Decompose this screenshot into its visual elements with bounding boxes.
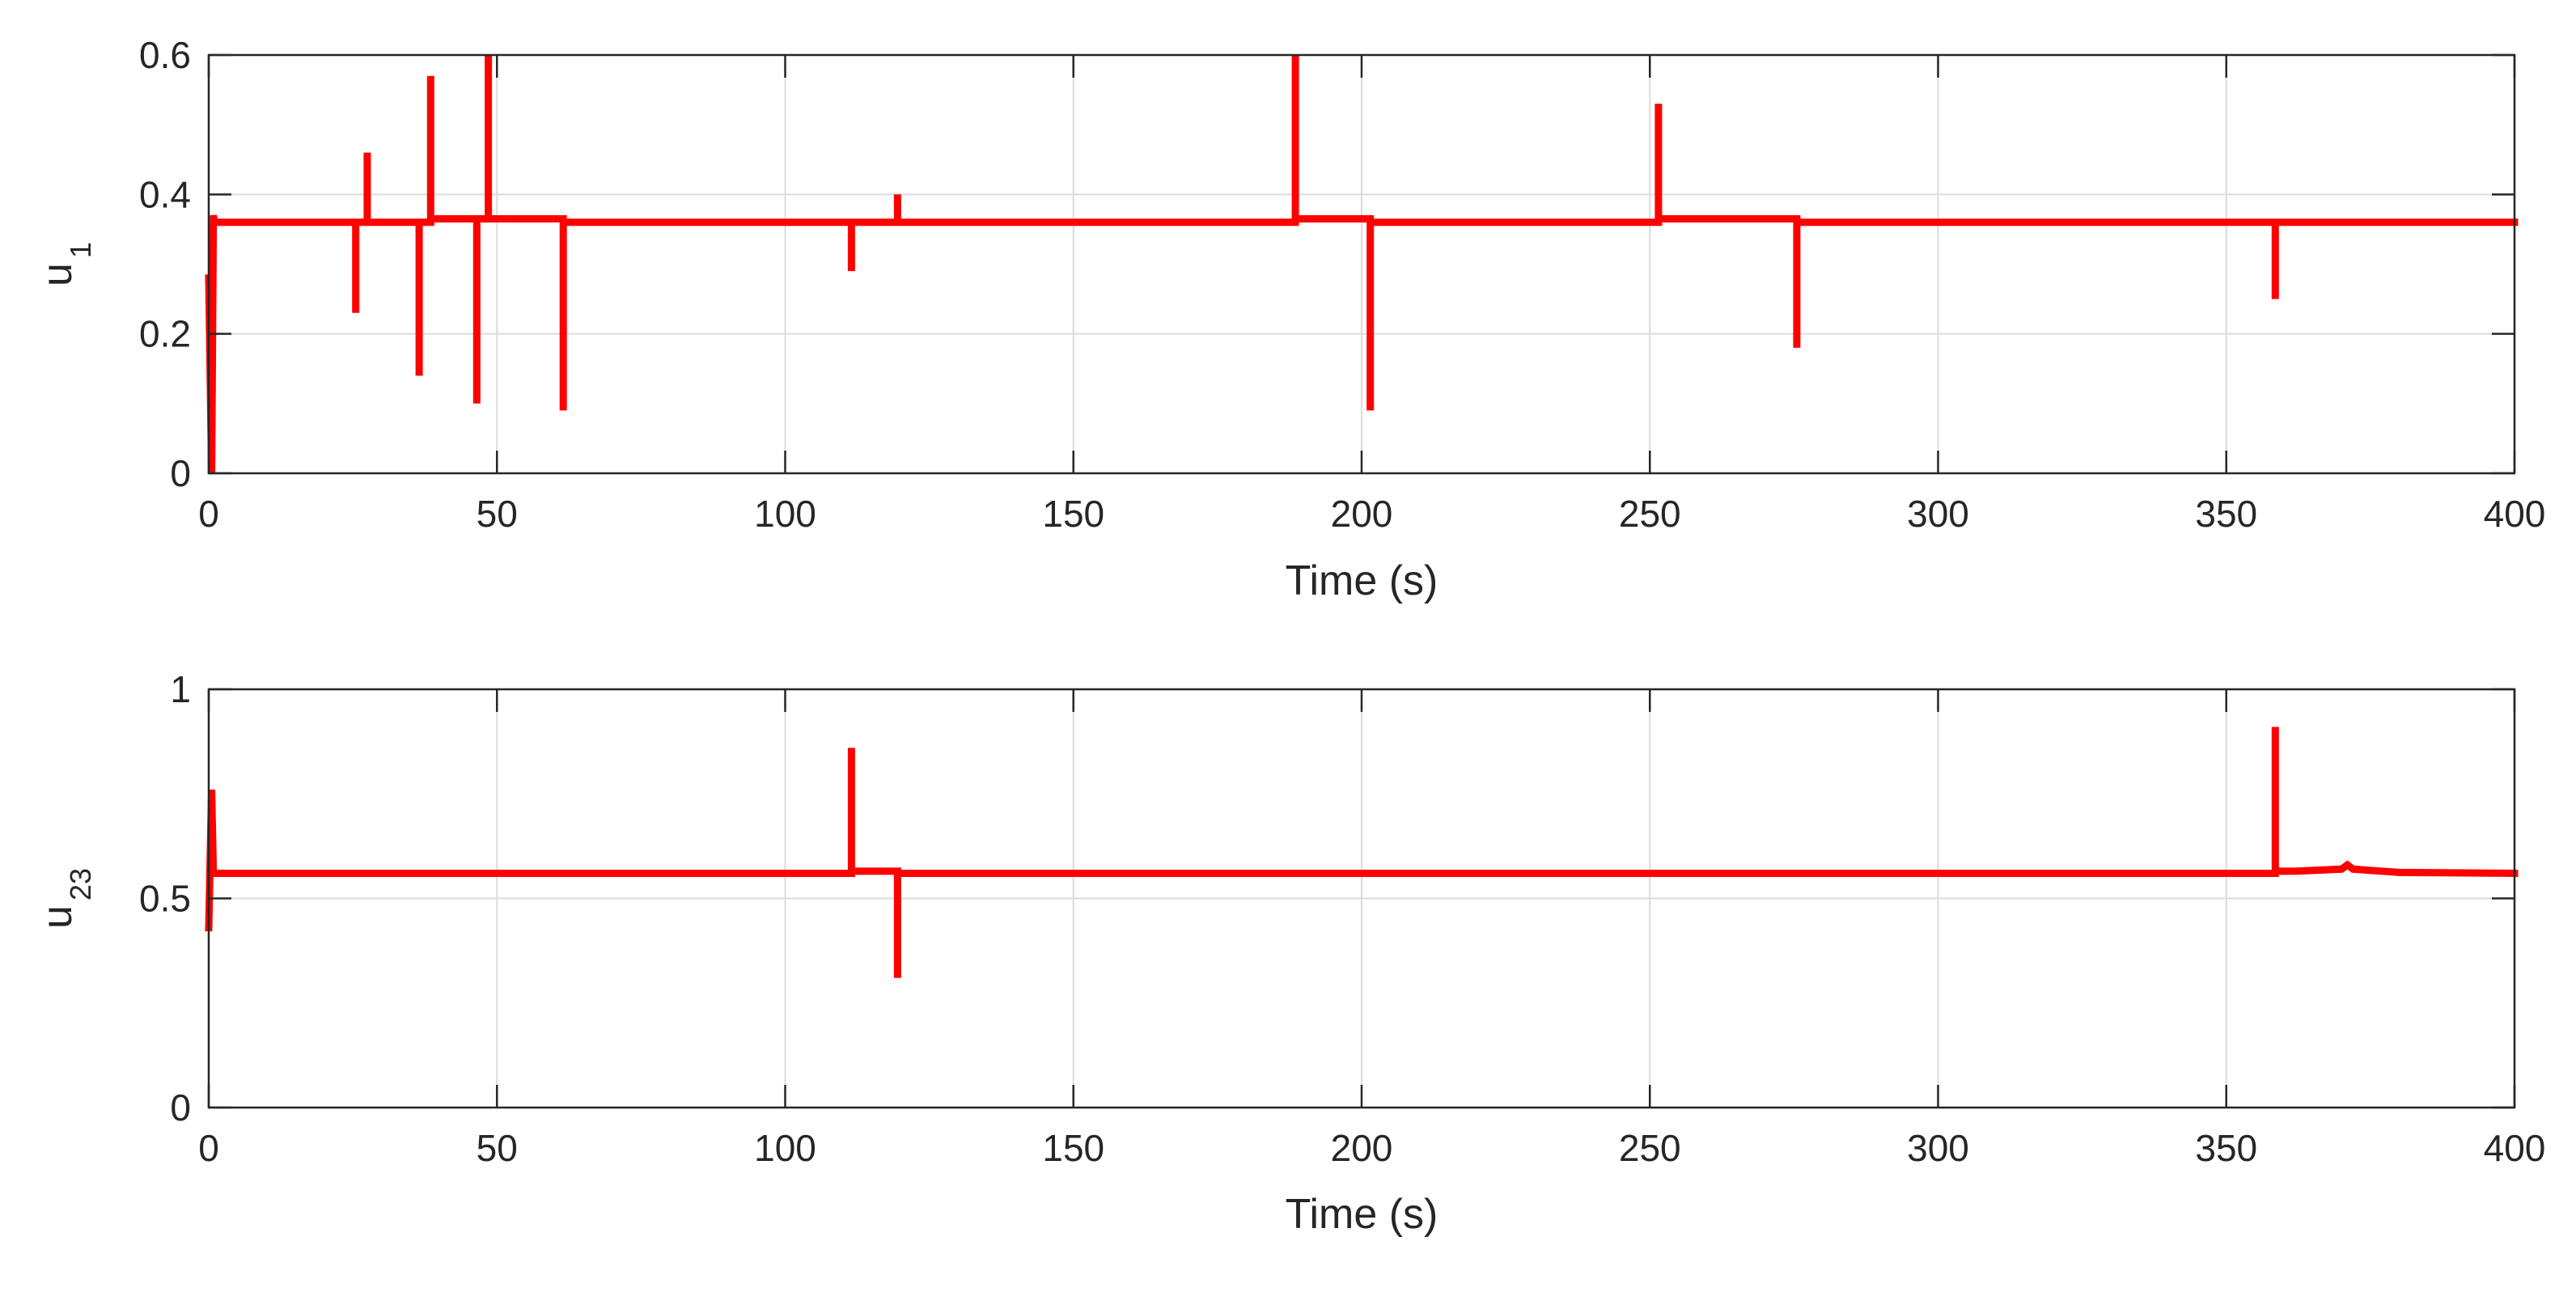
series-line-1	[205, 55, 2519, 474]
x-tick-label: 300	[1907, 493, 1969, 535]
y-tick-label: 0.4	[139, 173, 191, 215]
x-tick-label: 150	[1042, 1127, 1104, 1169]
y-tick-label: 0.5	[139, 878, 191, 920]
y-axis-label-subscript: 23	[64, 868, 97, 900]
x-tick-label: 250	[1619, 1127, 1681, 1169]
x-tick-label: 400	[2484, 1127, 2546, 1169]
x-tick-label: 250	[1619, 493, 1681, 535]
y-axis-label: u1	[34, 242, 97, 286]
x-tick-label: 350	[2195, 1127, 2257, 1169]
y-tick-label: 0.2	[139, 313, 191, 355]
plot-panel-1: 0 50 100 150 200 250 300 350 400 0 0.2 0.4 0.6 Time (…	[34, 34, 2545, 604]
x-tick-label: 350	[2195, 493, 2257, 535]
x-tick-label: 0	[198, 1127, 219, 1169]
x-tick-label: 100	[754, 493, 816, 535]
x-tick-label: 200	[1331, 1127, 1393, 1169]
x-tick-label: 100	[754, 1127, 816, 1169]
plot-panel-2: 0 50 100 150 200 250 300 350 400 0 0.5 1 Time (s) u 23	[34, 668, 2545, 1238]
x-axis-label: Time (s)	[1286, 1191, 1438, 1238]
y-tick-label: 0	[170, 1087, 191, 1129]
y-axis-label-main: u	[34, 263, 81, 286]
x-tick-label: 300	[1907, 1127, 1969, 1169]
x-tick-label: 400	[2484, 493, 2546, 535]
x-tick-label: 50	[477, 493, 518, 535]
x-tick-label: 150	[1042, 493, 1104, 535]
y-axis-label: u 23	[34, 868, 97, 929]
x-tick-label: 200	[1331, 493, 1393, 535]
x-axis-label: Time (s)	[1286, 557, 1438, 604]
x-tick-label: 0	[198, 493, 219, 535]
y-tick-label: 1	[170, 668, 191, 710]
y-axis-label-main: u	[34, 905, 81, 929]
y-tick-label: 0	[170, 452, 191, 494]
y-tick-label: 0.6	[139, 34, 191, 76]
series-line-1	[205, 726, 2519, 978]
x-tick-label: 50	[477, 1127, 518, 1169]
y-axis-label-subscript: 1	[64, 242, 97, 258]
